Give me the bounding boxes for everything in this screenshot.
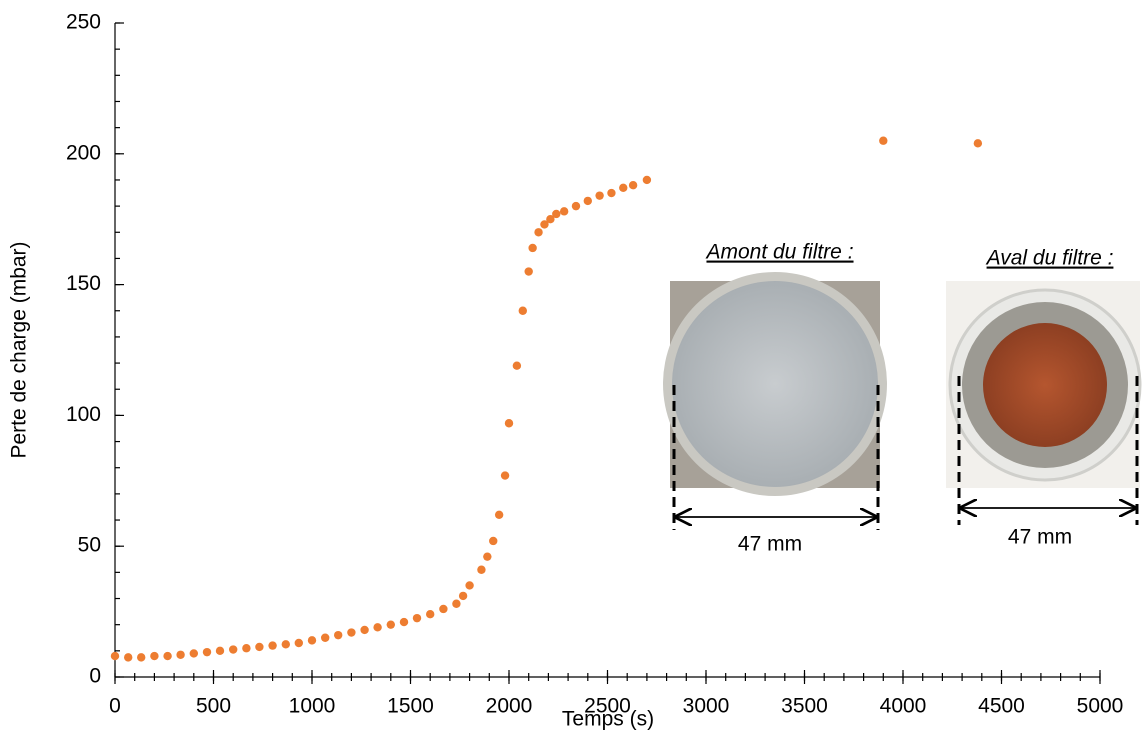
point [546,215,555,224]
y-tick-label: 100 [66,403,101,426]
point [334,630,343,640]
point [642,175,652,185]
point [150,651,159,661]
point [320,633,330,642]
point [528,243,537,253]
point [494,510,504,520]
point [489,536,498,546]
point [439,604,448,614]
point [500,471,510,480]
point [483,552,492,561]
point [452,599,461,608]
point [360,625,369,635]
point [137,653,146,662]
point [412,613,422,623]
point [307,636,317,645]
photo-downstream [946,281,1142,525]
size-label: 47 mm [1008,526,1072,549]
y-tick-label: 0 [89,665,101,688]
point [607,188,616,198]
point [176,650,185,659]
point [294,638,304,648]
point [552,209,561,219]
size-label: 47 mm [738,533,802,556]
x-tick-label: 2500 [584,695,631,718]
y-tick-label: 200 [66,141,101,164]
point [268,641,277,650]
point [524,267,533,276]
point [399,617,409,627]
point [477,565,486,574]
y-tick-label: 250 [66,11,101,34]
point [426,610,435,619]
point [879,136,888,145]
point [973,139,983,148]
point [373,623,382,632]
point [281,640,290,649]
point [571,201,581,211]
y-axis-label: Perte de charge (mbar) [8,241,31,458]
point [229,645,238,654]
point [595,191,604,200]
point [347,628,356,637]
point [110,651,120,661]
point [255,642,264,652]
point [534,228,543,237]
x-tick-label: 1500 [387,695,434,718]
x-tick-label: 0 [109,695,121,718]
point [504,419,514,428]
x-tick-label: 3500 [781,695,828,718]
x-tick-label: 4500 [978,695,1025,718]
point [518,306,527,315]
caption: Amont du filtre : [704,241,853,264]
y-tick-label: 150 [66,272,101,295]
point [619,183,628,193]
point [386,620,395,629]
point [628,180,638,190]
caption: Aval du filtre : [985,247,1114,270]
x-tick-label: 1000 [289,695,336,718]
x-tick-label: 4000 [880,695,927,718]
x-axis-label: Temps (s) [562,708,654,731]
y-tick-label: 50 [78,534,101,557]
point [458,591,468,601]
x-tick-label: 500 [196,695,231,718]
point [202,647,212,657]
photo-upstream [663,272,887,530]
x-tick-label: 5000 [1077,695,1124,718]
point [123,653,133,662]
point [189,649,198,658]
point [583,196,592,206]
x-tick-label: 3000 [683,695,730,718]
point [163,651,172,661]
point [465,581,474,590]
point [242,644,251,653]
point [215,646,225,656]
x-tick-label: 2000 [486,695,533,718]
point [540,220,549,229]
point [559,207,569,216]
point [512,361,522,370]
